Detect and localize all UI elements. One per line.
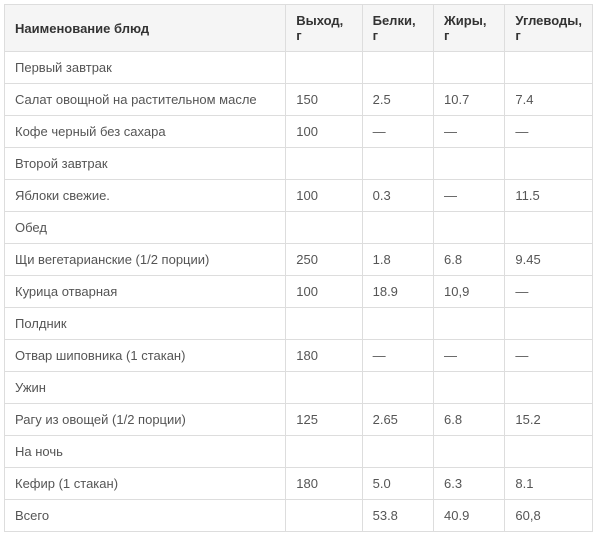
cell-name: На ночь bbox=[5, 436, 286, 468]
cell-name: Щи вегетарианские (1/2 порции) bbox=[5, 244, 286, 276]
cell-protein bbox=[362, 436, 433, 468]
cell-carbs bbox=[505, 52, 593, 84]
cell-output: 150 bbox=[286, 84, 362, 116]
table-row: Яблоки свежие.1000.3—11.5 bbox=[5, 180, 593, 212]
cell-carbs bbox=[505, 436, 593, 468]
table-row: Второй завтрак bbox=[5, 148, 593, 180]
col-header-name: Наименование блюд bbox=[5, 5, 286, 52]
cell-output bbox=[286, 212, 362, 244]
table-row: Всего 53.840.960,8 bbox=[5, 500, 593, 532]
cell-carbs bbox=[505, 308, 593, 340]
cell-fat: 6.3 bbox=[434, 468, 505, 500]
cell-protein: 5.0 bbox=[362, 468, 433, 500]
cell-fat: — bbox=[434, 116, 505, 148]
cell-fat: 6.8 bbox=[434, 244, 505, 276]
cell-name: Отвар шиповника (1 стакан) bbox=[5, 340, 286, 372]
cell-fat: — bbox=[434, 180, 505, 212]
col-header-fat: Жиры, г bbox=[434, 5, 505, 52]
cell-protein bbox=[362, 52, 433, 84]
cell-carbs: 60,8 bbox=[505, 500, 593, 532]
cell-output: 100 bbox=[286, 276, 362, 308]
table-row: Обед bbox=[5, 212, 593, 244]
table-row: Курица отварная10018.910,9— bbox=[5, 276, 593, 308]
cell-output: 250 bbox=[286, 244, 362, 276]
cell-fat: 40.9 bbox=[434, 500, 505, 532]
cell-output bbox=[286, 148, 362, 180]
cell-protein: 53.8 bbox=[362, 500, 433, 532]
cell-carbs: 7.4 bbox=[505, 84, 593, 116]
cell-carbs: 15.2 bbox=[505, 404, 593, 436]
cell-output bbox=[286, 372, 362, 404]
cell-output: 100 bbox=[286, 180, 362, 212]
table-row: Щи вегетарианские (1/2 порции)2501.86.89… bbox=[5, 244, 593, 276]
cell-protein: 18.9 bbox=[362, 276, 433, 308]
table-row: Полдник bbox=[5, 308, 593, 340]
cell-output bbox=[286, 308, 362, 340]
cell-carbs: 8.1 bbox=[505, 468, 593, 500]
cell-protein bbox=[362, 148, 433, 180]
table-row: Ужин bbox=[5, 372, 593, 404]
cell-name: Яблоки свежие. bbox=[5, 180, 286, 212]
cell-protein: 2.5 bbox=[362, 84, 433, 116]
col-header-output: Выход, г bbox=[286, 5, 362, 52]
cell-output: 180 bbox=[286, 340, 362, 372]
cell-fat bbox=[434, 148, 505, 180]
cell-fat: 6.8 bbox=[434, 404, 505, 436]
table-row: Салат овощной на растительном масле1502.… bbox=[5, 84, 593, 116]
cell-protein: 1.8 bbox=[362, 244, 433, 276]
cell-output bbox=[286, 500, 362, 532]
cell-carbs bbox=[505, 212, 593, 244]
cell-name: Второй завтрак bbox=[5, 148, 286, 180]
cell-name: Полдник bbox=[5, 308, 286, 340]
cell-name: Первый завтрак bbox=[5, 52, 286, 84]
cell-output: 125 bbox=[286, 404, 362, 436]
cell-protein: — bbox=[362, 116, 433, 148]
cell-output bbox=[286, 436, 362, 468]
cell-fat bbox=[434, 436, 505, 468]
cell-name: Ужин bbox=[5, 372, 286, 404]
table-row: Кефир (1 стакан)1805.06.38.1 bbox=[5, 468, 593, 500]
cell-protein: — bbox=[362, 340, 433, 372]
cell-output: 100 bbox=[286, 116, 362, 148]
table-row: Первый завтрак bbox=[5, 52, 593, 84]
col-header-carbs: Углеводы, г bbox=[505, 5, 593, 52]
table-row: На ночь bbox=[5, 436, 593, 468]
cell-output: 180 bbox=[286, 468, 362, 500]
cell-carbs bbox=[505, 372, 593, 404]
cell-name: Кефир (1 стакан) bbox=[5, 468, 286, 500]
cell-carbs: — bbox=[505, 276, 593, 308]
cell-output bbox=[286, 52, 362, 84]
cell-carbs bbox=[505, 148, 593, 180]
cell-fat: — bbox=[434, 340, 505, 372]
table-row: Отвар шиповника (1 стакан)180——— bbox=[5, 340, 593, 372]
table-row: Рагу из овощей (1/2 порции)1252.656.815.… bbox=[5, 404, 593, 436]
cell-fat: 10,9 bbox=[434, 276, 505, 308]
cell-name: Рагу из овощей (1/2 порции) bbox=[5, 404, 286, 436]
cell-carbs: — bbox=[505, 116, 593, 148]
cell-carbs: 9.45 bbox=[505, 244, 593, 276]
cell-carbs: — bbox=[505, 340, 593, 372]
cell-carbs: 11.5 bbox=[505, 180, 593, 212]
cell-fat bbox=[434, 52, 505, 84]
cell-fat bbox=[434, 212, 505, 244]
table-body: Первый завтрак Салат овощной на растител… bbox=[5, 52, 593, 532]
cell-name: Обед bbox=[5, 212, 286, 244]
cell-fat: 10.7 bbox=[434, 84, 505, 116]
cell-protein bbox=[362, 372, 433, 404]
cell-protein: 0.3 bbox=[362, 180, 433, 212]
cell-protein: 2.65 bbox=[362, 404, 433, 436]
table-header-row: Наименование блюд Выход, г Белки, г Жиры… bbox=[5, 5, 593, 52]
nutrition-table: Наименование блюд Выход, г Белки, г Жиры… bbox=[4, 4, 593, 532]
cell-name: Кофе черный без сахара bbox=[5, 116, 286, 148]
cell-protein bbox=[362, 212, 433, 244]
cell-name: Салат овощной на растительном масле bbox=[5, 84, 286, 116]
cell-fat bbox=[434, 308, 505, 340]
table-row: Кофе черный без сахара100——— bbox=[5, 116, 593, 148]
cell-fat bbox=[434, 372, 505, 404]
cell-name: Курица отварная bbox=[5, 276, 286, 308]
col-header-protein: Белки, г bbox=[362, 5, 433, 52]
cell-name: Всего bbox=[5, 500, 286, 532]
cell-protein bbox=[362, 308, 433, 340]
